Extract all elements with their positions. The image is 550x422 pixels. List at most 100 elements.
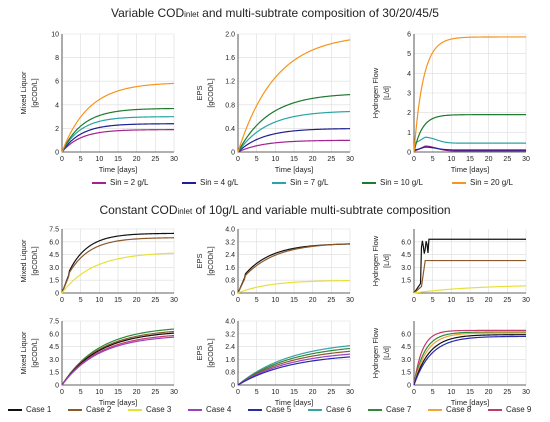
y-tick-label: 3.2 [225, 239, 235, 246]
chart-2: 0 0.4 0.8 1.2 1.6 2.0 0 5 10 15 20 25 30 EPS [gCOD/L] T… [195, 32, 354, 175]
x-tick-label: 30 [346, 156, 354, 163]
y-tick-label: 1.5 [49, 278, 59, 285]
x-tick-label: 5 [431, 156, 435, 163]
series-line-5 [413, 335, 526, 386]
y-tick-label: 3.2 [225, 331, 235, 338]
bottom-title-rest: of 10g/L and variable multi-subtrate com… [192, 203, 451, 217]
series-line-3 [237, 110, 351, 153]
legend-label: Sin = 10 g/L [380, 178, 423, 187]
x-tick-label: 30 [170, 297, 178, 304]
series-line-1 [61, 232, 174, 294]
y-tick-label: 4.0 [225, 227, 235, 234]
x-tick-label: 30 [522, 389, 530, 396]
x-tick-label: 20 [133, 156, 141, 163]
x-tick-label: 25 [503, 297, 511, 304]
chart-6: 1.5 3.0 4.5 6.0 0 5 10 15 20 25 30 Hydrogen Flow [L/… [371, 229, 530, 304]
legend-swatch [308, 408, 322, 411]
y-tick-label: 6.0 [401, 239, 411, 246]
y-axis-unit: [gCOD/L] [32, 338, 39, 367]
series-line-5 [237, 39, 351, 153]
y-tick-label: 3.0 [49, 265, 59, 272]
y-tick-label: 4 [55, 102, 59, 109]
y-axis-label: Mixed Liquor [19, 331, 28, 374]
legend-swatch [368, 408, 382, 411]
chart-5: 0 0.8 1.6 2.4 3.2 4.0 0 5 10 15 20 25 30 EPS [gCOD/L] [195, 227, 354, 305]
y-tick-label: 4.5 [401, 344, 411, 351]
x-tick-label: 0 [412, 297, 416, 304]
x-tick-label: 25 [151, 156, 159, 163]
y-axis-unit: [L/d] [384, 254, 391, 268]
y-tick-label: 0.8 [225, 278, 235, 285]
x-tick-label: 10 [447, 297, 455, 304]
y-tick-label: 1.6 [225, 55, 235, 62]
y-tick-label: 6.0 [49, 239, 59, 246]
chart-3: 0 1 2 3 4 5 6 0 5 10 15 20 25 30 Hydrogen Flow [L/d] Tim… [371, 32, 530, 175]
x-tick-label: 20 [133, 297, 141, 304]
series-line-4 [237, 353, 351, 386]
y-tick-label: 2 [407, 110, 411, 117]
y-axis-unit: [gCOD/L] [32, 246, 39, 275]
y-tick-label: 3.0 [49, 357, 59, 364]
y-axis-label: EPS [195, 253, 204, 268]
series-line-2 [61, 123, 174, 153]
x-tick-label: 15 [290, 297, 298, 304]
legend-label: Case 2 [86, 405, 112, 414]
y-tick-label: 1.6 [225, 265, 235, 272]
legend-item: Sin = 7 g/L [272, 178, 328, 187]
x-axis-label: Time [days] [99, 398, 137, 407]
x-tick-label: 10 [95, 297, 103, 304]
y-tick-label: 0 [55, 291, 59, 298]
legend-swatch [452, 181, 466, 184]
x-tick-label: 10 [447, 156, 455, 163]
y-axis-label: Mixed Liquor [19, 239, 28, 282]
y-tick-label: 4.5 [49, 252, 59, 259]
bottom-title-sub: inlet [177, 207, 193, 216]
y-tick-label: 3 [407, 91, 411, 98]
x-tick-label: 0 [412, 389, 416, 396]
y-tick-label: 0 [407, 383, 411, 390]
x-tick-label: 20 [309, 389, 317, 396]
x-tick-label: 10 [271, 297, 279, 304]
legend-swatch [362, 181, 376, 184]
y-tick-label: 7.5 [49, 227, 59, 234]
x-tick-label: 15 [466, 389, 474, 396]
y-tick-label: 2.4 [225, 252, 235, 259]
y-axis-unit: [gCOD/L] [32, 78, 39, 107]
y-axis-unit: [L/d] [384, 86, 391, 100]
x-tick-label: 25 [327, 389, 335, 396]
y-tick-label: 4.0 [225, 319, 235, 326]
y-tick-label: 1.2 [225, 79, 235, 86]
x-tick-label: 0 [236, 297, 240, 304]
legend-label: Sin = 20 g/L [470, 178, 513, 187]
x-tick-label: 20 [133, 389, 141, 396]
legend-top: Sin = 2 g/L Sin = 4 g/L Sin = 7 g/L Sin = 1… [0, 178, 550, 190]
y-tick-label: 0 [55, 383, 59, 390]
x-tick-label: 25 [151, 297, 159, 304]
y-tick-label: 6 [407, 32, 411, 39]
y-axis-unit: [gCOD/L] [208, 338, 215, 367]
x-tick-label: 25 [151, 389, 159, 396]
y-tick-label: 0 [231, 150, 235, 157]
x-axis-label: Time [days] [451, 398, 489, 407]
x-tick-label: 5 [79, 297, 83, 304]
legend-swatch [68, 408, 82, 411]
bottom-title: Constant CODinlet of 10g/L and variable … [0, 203, 550, 217]
series-line-3 [61, 332, 175, 386]
x-tick-label: 5 [79, 156, 83, 163]
x-tick-label: 15 [290, 389, 298, 396]
series-line-1 [237, 345, 351, 386]
x-tick-label: 0 [412, 156, 416, 163]
x-tick-label: 15 [466, 297, 474, 304]
series-line-3 [413, 285, 527, 294]
legend-item: Case 9 [488, 405, 531, 414]
legend-label: Sin = 7 g/L [290, 178, 329, 187]
series-line-4 [61, 107, 175, 153]
x-tick-label: 30 [522, 297, 530, 304]
x-axis-label: Time [days] [275, 398, 313, 407]
x-tick-label: 25 [503, 389, 511, 396]
series-line-2 [237, 128, 351, 153]
legend-item: Sin = 10 g/L [362, 178, 423, 187]
chart-1: 0 2 4 6 8 10 0 5 10 15 20 25 30 Mixed Liquor [gCOD/L] T… [19, 32, 178, 175]
y-tick-label: 4.5 [49, 344, 59, 351]
series-line-4 [237, 94, 351, 153]
